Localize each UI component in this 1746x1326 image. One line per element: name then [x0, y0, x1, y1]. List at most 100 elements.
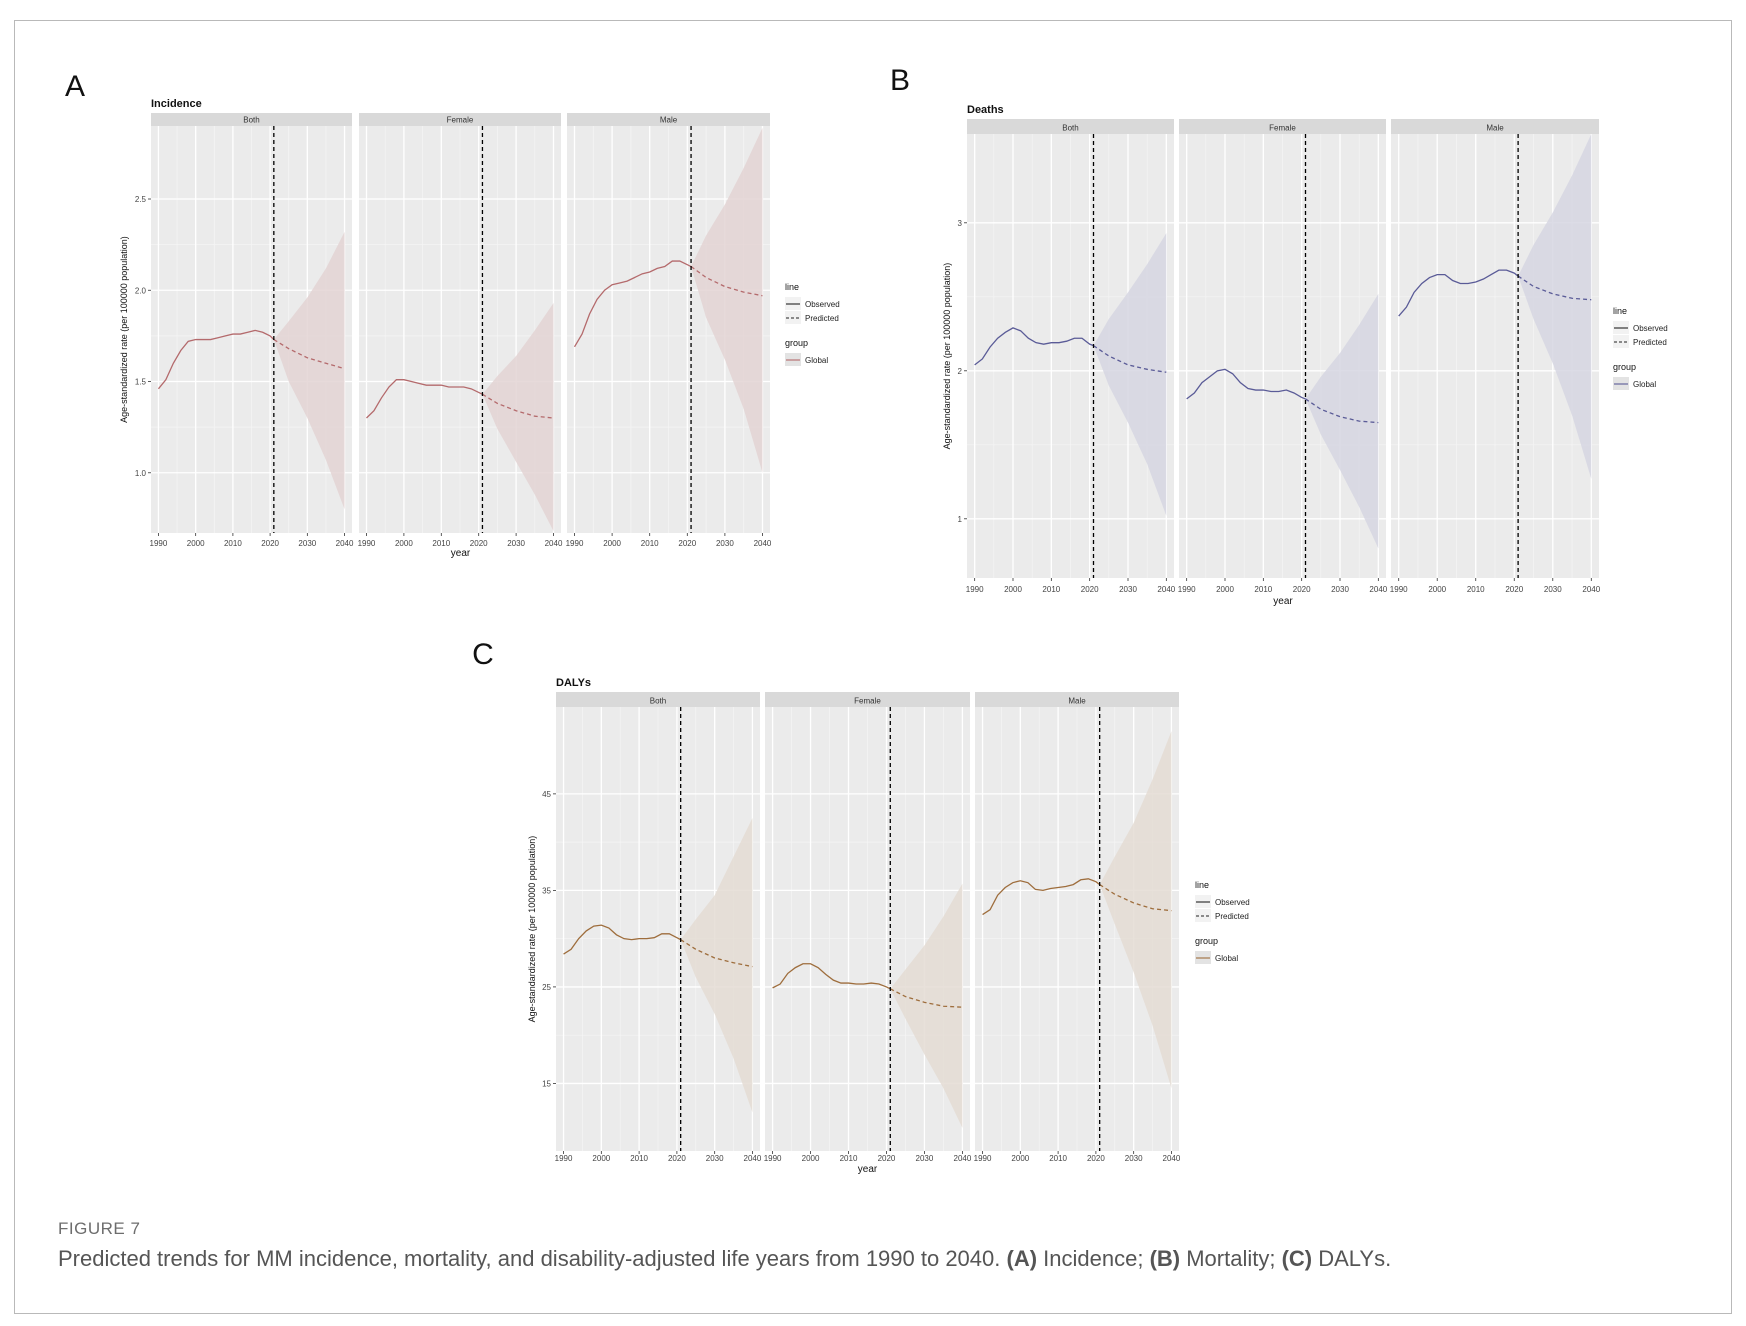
x-tick-label: 1990 [358, 539, 376, 548]
y-tick-label: 2.5 [135, 195, 147, 204]
legend-title-line: line [785, 282, 799, 292]
x-tick-label: 2020 [1087, 1154, 1105, 1163]
facet-both: Both 1990 2000 2010 2020 2030 2040 1.0 1.5 2.0 2.5 [135, 113, 354, 548]
facet-strip [1391, 119, 1599, 134]
observed-line [563, 924, 681, 955]
prediction-band [482, 303, 554, 532]
y-tick-label: 2 [958, 367, 963, 376]
observed-line [1398, 269, 1519, 317]
x-tick-label: 1990 [150, 539, 168, 548]
y-axis-title: Age-standardized rate (per 100000 popula… [942, 263, 952, 450]
x-tick-label: 1990 [1178, 585, 1196, 594]
x-tick-label: 2000 [1428, 585, 1446, 594]
prediction-band [691, 127, 763, 473]
prediction-band [1518, 134, 1592, 479]
y-axis-title: Age-standardized rate (per 100000 popula… [527, 836, 537, 1023]
x-tick-label: 2000 [1011, 1154, 1029, 1163]
x-tick-label: 2010 [224, 539, 242, 548]
x-tick-label: 1990 [764, 1154, 782, 1163]
x-tick-label: 2020 [1081, 585, 1099, 594]
facet-strip-label: Male [1486, 124, 1504, 133]
observed-line [1186, 368, 1306, 400]
caption-part: (C) [1281, 1246, 1313, 1271]
x-tick-label: 2040 [1582, 585, 1600, 594]
x-tick-label: 2030 [706, 1154, 724, 1163]
legend-item-label: Predicted [1633, 338, 1667, 347]
legend: line Observed Predicted group Global [1195, 880, 1250, 964]
facet-female: Female 1990 2000 2010 2020 2030 2040 [358, 113, 563, 548]
y-tick-label: 15 [542, 1079, 551, 1088]
predicted-line [1517, 275, 1592, 301]
predicted-line [1099, 884, 1172, 912]
facet-strip-label: Male [1068, 697, 1086, 706]
caption-part: Mortality; [1180, 1246, 1282, 1271]
facet-male: Male 1990 2000 2010 2020 2030 2040 [566, 113, 772, 548]
caption-part: (A) [1006, 1246, 1038, 1271]
x-tick-label: 2040 [336, 539, 354, 548]
prediction-band [1093, 233, 1167, 516]
facet-strip [975, 692, 1179, 707]
legend-title-line: line [1195, 880, 1209, 890]
x-tick-label: 2030 [298, 539, 316, 548]
facet-female: Female 1990 2000 2010 2020 2030 2040 [764, 692, 972, 1163]
facet-strip-label: Male [660, 116, 678, 125]
x-tick-label: 2010 [630, 1154, 648, 1163]
caption-part: (B) [1149, 1246, 1181, 1271]
x-tick-label: 2010 [432, 539, 450, 548]
panel-letter: C [472, 638, 494, 671]
chart-panel-b: B Deaths Both 1990 2000 2010 2020 2030 2040 1 2 3 Fe… [890, 64, 1668, 607]
legend-item-label: Global [805, 356, 828, 365]
predicted-line [889, 988, 963, 1008]
figure-caption: Predicted trends for MM incidence, morta… [58, 1246, 1391, 1272]
x-tick-label: 1990 [566, 539, 584, 548]
x-tick-label: 1990 [1390, 585, 1408, 594]
facet-strip [967, 119, 1174, 134]
x-tick-label: 2000 [603, 539, 621, 548]
legend: line Observed Predicted group Global [1613, 306, 1668, 390]
x-tick-label: 1990 [555, 1154, 573, 1163]
legend-title-group: group [785, 338, 808, 348]
x-tick-label: 2020 [470, 539, 488, 548]
x-tick-label: 2040 [954, 1154, 972, 1163]
facet-strip [567, 113, 770, 126]
x-tick-label: 2030 [1119, 585, 1137, 594]
facet-strip [1179, 119, 1386, 134]
x-tick-label: 2040 [754, 539, 772, 548]
predicted-line [482, 393, 554, 419]
x-tick-label: 2000 [592, 1154, 610, 1163]
legend-title-line: line [1613, 306, 1627, 316]
legend-item-label: Predicted [805, 314, 839, 323]
facet-strip [556, 692, 760, 707]
x-tick-label: 2020 [878, 1154, 896, 1163]
chart-panel-c: C DALYs Both 1990 2000 2010 2020 2030 2040 15 25 35… [472, 638, 1250, 1175]
facet-male: Male 1990 2000 2010 2020 2030 2040 [974, 692, 1181, 1163]
predicted-line [1093, 345, 1167, 373]
x-tick-label: 2010 [1049, 1154, 1067, 1163]
figure-label: FIGURE 7 [58, 1219, 141, 1238]
x-tick-label: 2040 [1163, 1154, 1181, 1163]
facet-strip-label: Both [243, 116, 259, 125]
panel-letter: B [890, 64, 910, 97]
facet-strip-label: Female [447, 116, 474, 125]
x-tick-label: 2030 [507, 539, 525, 548]
facet-strip-label: Female [854, 697, 881, 706]
prediction-band [273, 231, 345, 510]
panel-letter: A [65, 70, 85, 103]
observed-line [573, 260, 692, 348]
x-tick-label: 1990 [966, 585, 984, 594]
facet-both: Both 1990 2000 2010 2020 2030 2040 1 2 3 [958, 119, 1176, 594]
facet-strip [765, 692, 970, 707]
facet-strip [151, 113, 352, 126]
facet-female: Female 1990 2000 2010 2020 2030 2040 [1178, 119, 1388, 594]
x-tick-label: 2020 [1293, 585, 1311, 594]
x-tick-label: 2010 [1254, 585, 1272, 594]
x-tick-label: 2000 [1004, 585, 1022, 594]
legend-title-group: group [1195, 936, 1218, 946]
x-axis-title: year [451, 548, 471, 559]
x-tick-label: 2030 [1544, 585, 1562, 594]
x-tick-label: 2000 [395, 539, 413, 548]
x-tick-label: 2000 [1216, 585, 1234, 594]
prediction-band [1099, 731, 1172, 1089]
caption-part: Predicted trends for MM incidence, morta… [58, 1246, 1007, 1271]
facet-strip-label: Both [650, 697, 666, 706]
